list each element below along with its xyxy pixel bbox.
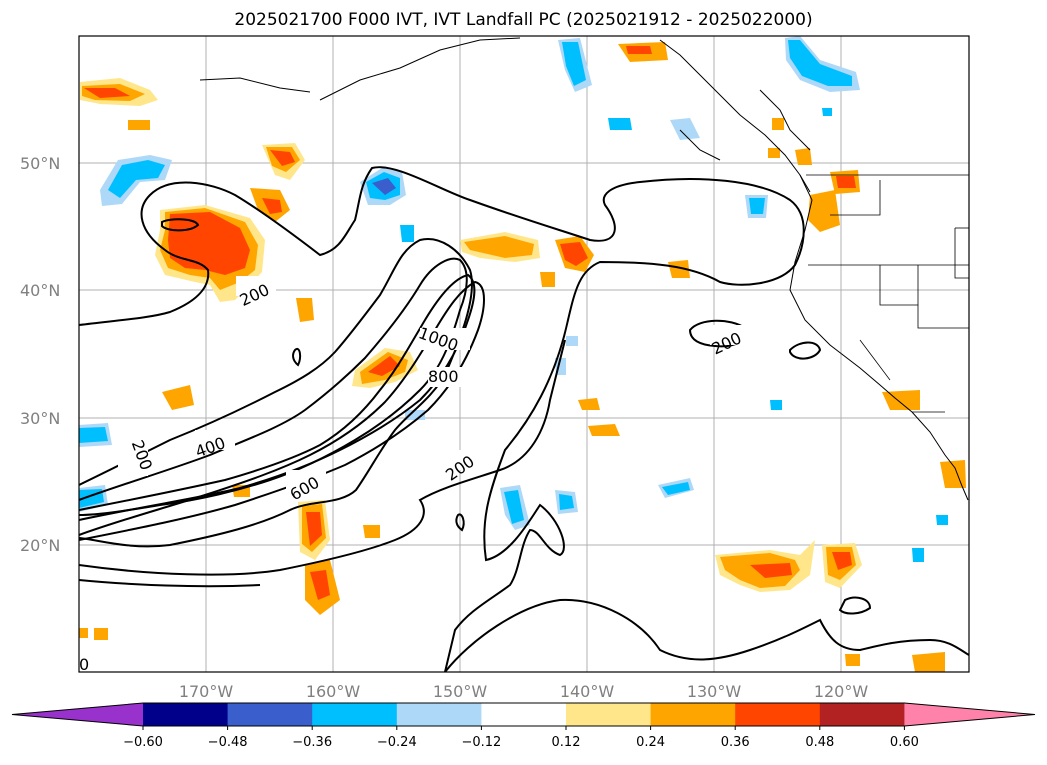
colorbar-segment — [566, 703, 652, 726]
lat-label-20n: 20°N — [20, 536, 60, 555]
lon-label-130w: 130°W — [687, 682, 742, 701]
colorbar-segment — [481, 703, 567, 726]
lon-label-150w: 150°W — [433, 682, 488, 701]
lon-label-140w: 140°W — [560, 682, 615, 701]
map-title: 2025021700 F000 IVT, IVT Landfall PC (20… — [234, 10, 813, 30]
negative-pc-shading — [79, 36, 948, 562]
map-frame — [78, 35, 970, 673]
colorbar-segment — [227, 703, 313, 726]
colorbar-tick-label: −0.60 — [123, 735, 163, 750]
contour-labels: 200 200 1000 800 400 600 200 200 0 — [79, 276, 750, 674]
colorbar-tick-label: 0.12 — [552, 735, 581, 750]
colorbar-tick-label: −0.48 — [208, 735, 248, 750]
ivt-contours — [79, 166, 969, 672]
latitude-labels: 50°N 40°N 30°N 20°N — [20, 154, 60, 555]
lon-label-170w: 170°W — [179, 682, 234, 701]
coastline — [199, 37, 969, 501]
lon-label-160w: 160°W — [306, 682, 361, 701]
colorbar: −0.60 −0.48 −0.36 −0.24 −0.12 0.12 0.24 0.36 0.4… — [11, 702, 1036, 750]
positive-pc-shading — [79, 42, 966, 672]
lon-label-120w: 120°W — [814, 682, 869, 701]
colorbar-extend-low — [12, 703, 143, 726]
state-borders — [806, 174, 969, 413]
lat-label-50n: 50°N — [20, 154, 60, 173]
colorbar-tick-label: −0.36 — [292, 735, 332, 750]
colorbar-tick-label: 0.60 — [890, 735, 919, 750]
colorbar-segment — [650, 703, 736, 726]
colorbar-tick-label: 0.24 — [636, 735, 665, 750]
map-background — [79, 36, 969, 672]
colorbar-tick-label: −0.12 — [461, 735, 501, 750]
colorbar-segment — [735, 703, 821, 726]
lat-label-40n: 40°N — [20, 281, 60, 300]
contour-label-partial: 0 — [79, 655, 89, 674]
longitude-labels: 170°W 160°W 150°W 140°W 130°W 120°W — [179, 682, 869, 701]
colorbar-tick-label: 0.36 — [721, 735, 750, 750]
colorbar-tick-label: −0.24 — [377, 735, 417, 750]
colorbar-extend-high — [904, 703, 1035, 726]
colorbar-segment — [143, 703, 229, 726]
colorbar-segment — [396, 703, 482, 726]
colorbar-segment — [819, 703, 905, 726]
colorbar-tick-label: 0.48 — [805, 735, 834, 750]
contour-label-800: 800 — [428, 367, 459, 386]
colorbar-segment — [312, 703, 398, 726]
lat-label-30n: 30°N — [20, 409, 60, 428]
